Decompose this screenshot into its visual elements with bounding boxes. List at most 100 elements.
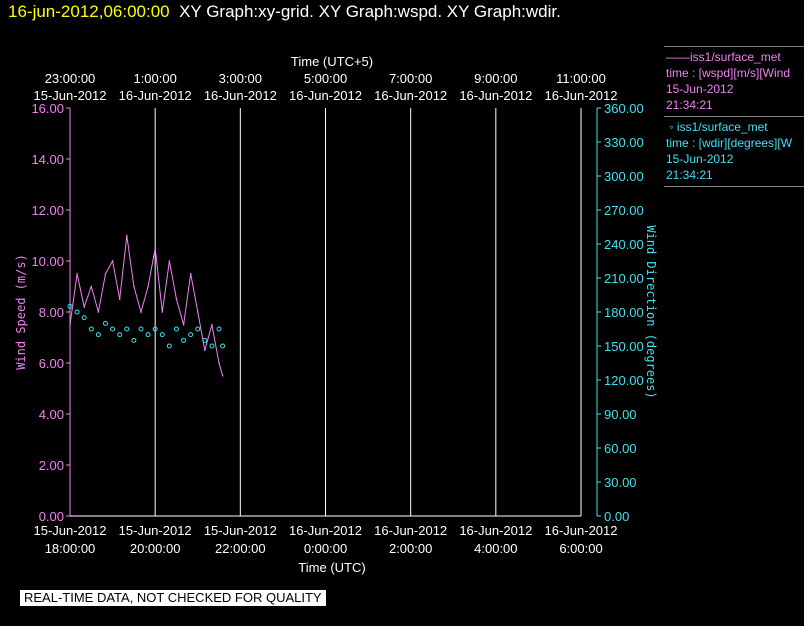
- wind-speed-point: [133, 285, 135, 288]
- legend-direction-date: 15-Jun-2012: [666, 152, 734, 166]
- legend-direction-name: ◦ iss1/surface_met: [666, 120, 768, 134]
- grid-layer: [69, 108, 582, 516]
- left-axis-label: Wind Speed (m/s): [14, 254, 28, 370]
- bottom-tick-date: 16-Jun-2012: [545, 523, 618, 538]
- left-tick-label: 0.00: [39, 509, 64, 524]
- legend-speed-date: 15-Jun-2012: [666, 82, 734, 96]
- wind-speed-point: [140, 311, 142, 313]
- wind-direction-point: [216, 326, 222, 332]
- left-tick-label: 10.00: [31, 254, 64, 269]
- legend-direction-time: 21:34:21: [666, 168, 713, 182]
- wind-speed-point: [97, 311, 100, 313]
- left-tick-label: 2.00: [39, 458, 64, 473]
- wind-direction-point: [195, 326, 201, 332]
- wind-direction-point: [124, 326, 130, 332]
- wind-direction-point: [131, 337, 137, 343]
- bottom-tick-date: 15-Jun-2012: [119, 523, 192, 538]
- wind-direction-point: [81, 315, 87, 321]
- wind-speed-point: [69, 323, 71, 326]
- wind-speed-point: [218, 362, 220, 364]
- wind-speed-point: [196, 311, 199, 313]
- right-tick-label: 300.00: [604, 169, 644, 184]
- ticks-layer: 0.00 2.00 4.00 6.00 8.00 10.00 12.00 14.00 16.00…: [31, 71, 643, 556]
- right-tick-label: 30.00: [604, 475, 637, 490]
- right-tick-label: 60.00: [604, 441, 637, 456]
- legend-entry-speed: ——iss1/surface_met time : [wspd][m/s][Wi…: [664, 46, 804, 116]
- wind-speed-point: [147, 285, 149, 288]
- wind-direction-point: [95, 332, 101, 338]
- wind-speed-point: [175, 298, 178, 301]
- top-tick-time: 11:00:00: [556, 71, 606, 86]
- wind-direction-point: [102, 320, 108, 326]
- wind-speed-point: [111, 260, 114, 262]
- wind-direction-point: [88, 326, 94, 332]
- top-tick-time: 5:00:00: [304, 71, 347, 86]
- wind-speed-point: [189, 272, 192, 275]
- wind-direction-point: [202, 337, 208, 343]
- wind-direction-point: [173, 326, 179, 332]
- right-tick-label: 120.00: [604, 373, 644, 388]
- top-tick-date: 16-Jun-2012: [119, 88, 192, 103]
- right-tick-label: 0.00: [604, 509, 629, 524]
- legend-speed-name: ——iss1/surface_met: [666, 50, 781, 64]
- wind-speed-point: [118, 298, 121, 301]
- wind-speed-point: [221, 374, 224, 377]
- top-tick-date: 16-Jun-2012: [545, 88, 618, 103]
- axes-layer: [69, 108, 598, 517]
- bottom-tick-date: 16-Jun-2012: [374, 523, 447, 538]
- top-tick-time: 1:00:00: [133, 71, 176, 86]
- bottom-tick-time: 0:00:00: [304, 541, 347, 556]
- graph-names: XY Graph:xy-grid. XY Graph:wspd. XY Grap…: [179, 2, 561, 21]
- left-tick-label: 6.00: [39, 356, 64, 371]
- wind-direction-point: [152, 326, 158, 332]
- bottom-axis-label: Time (UTC): [298, 560, 365, 575]
- bottom-tick-time: 20:00:00: [130, 541, 181, 556]
- right-tick-label: 270.00: [604, 203, 644, 218]
- wind-direction-point: [188, 332, 194, 338]
- right-tick-label: 150.00: [604, 339, 644, 354]
- right-tick-label: 180.00: [604, 305, 644, 320]
- legend-speed-desc: time : [wspd][m/s][Wind: [666, 66, 791, 80]
- left-tick-label: 8.00: [39, 305, 64, 320]
- wind-direction-point: [220, 343, 226, 349]
- wind-direction-point: [181, 337, 187, 343]
- top-tick-time: 3:00:00: [219, 71, 262, 86]
- wind-direction-point: [159, 332, 165, 338]
- wind-direction-point: [117, 332, 123, 338]
- wind-direction-point: [145, 332, 151, 338]
- wind-speed-point: [154, 247, 156, 250]
- wind-direction-point: [67, 303, 73, 309]
- wind-speed-point: [76, 272, 78, 275]
- right-tick-label: 360.00: [604, 101, 644, 116]
- bottom-tick-date: 16-Jun-2012: [459, 523, 532, 538]
- top-axis-label: Time (UTC+5): [291, 54, 373, 69]
- wind-speed-point: [90, 285, 93, 288]
- left-tick-label: 14.00: [31, 152, 64, 167]
- series-layer: [67, 234, 226, 377]
- wind-speed-point: [211, 323, 213, 326]
- right-tick-label: 90.00: [604, 407, 637, 422]
- top-tick-date: 16-Jun-2012: [204, 88, 277, 103]
- right-tick-label: 210.00: [604, 271, 644, 286]
- wind-direction-point: [138, 326, 144, 332]
- top-tick-date: 16-Jun-2012: [289, 88, 362, 103]
- title-bar: 16-jun-2012,06:00:00 XY Graph:xy-grid. X…: [8, 2, 561, 22]
- legend-direction-desc: time : [wdir][degrees][W: [666, 136, 793, 150]
- timestamp-title: 16-jun-2012,06:00:00: [8, 2, 170, 21]
- right-tick-label: 240.00: [604, 237, 644, 252]
- bottom-tick-time: 6:00:00: [559, 541, 602, 556]
- right-tick-label: 330.00: [604, 135, 644, 150]
- bottom-tick-date: 15-Jun-2012: [204, 523, 277, 538]
- top-tick-date: 16-Jun-2012: [459, 88, 532, 103]
- bottom-tick-time: 22:00:00: [215, 541, 266, 556]
- legend-entry-direction: ◦ iss1/surface_met time : [wdir][degrees…: [664, 116, 804, 187]
- bottom-tick-time: 2:00:00: [389, 541, 432, 556]
- wind-speed-point: [83, 306, 85, 308]
- wind-speed-point: [204, 349, 206, 352]
- wind-direction-point: [209, 343, 215, 349]
- wind-speed-point: [182, 323, 185, 326]
- top-tick-time: 7:00:00: [389, 71, 432, 86]
- top-tick-time: 23:00:00: [45, 71, 96, 86]
- wind-direction-point: [166, 343, 172, 349]
